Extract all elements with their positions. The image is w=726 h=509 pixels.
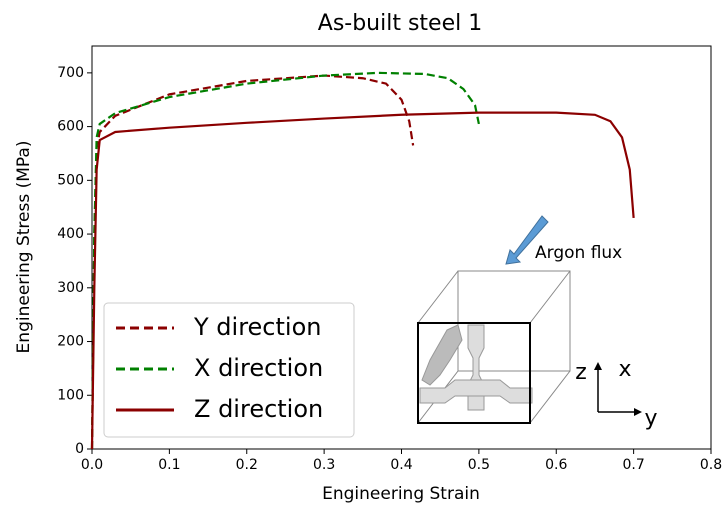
arrow-head	[634, 408, 642, 416]
inset-diagram	[417, 215, 642, 424]
series-line	[90, 111, 635, 450]
cube-back	[457, 270, 571, 372]
cube-edge	[529, 370, 571, 424]
x-axis-label: Engineering Strain	[322, 484, 480, 504]
annotation: Argon flux	[535, 243, 622, 263]
x-tick-label: 0.3	[313, 457, 335, 473]
cube-front	[417, 322, 531, 424]
cube-edge	[417, 270, 459, 324]
x-tick-label: 0.2	[236, 457, 258, 473]
legend-label: X direction	[194, 354, 323, 382]
y-tick-label: 200	[57, 334, 84, 350]
x-tick-label: 0.4	[390, 457, 412, 473]
y-tick-label: 700	[57, 65, 84, 81]
x-tick-label: 0.7	[622, 457, 644, 473]
y-tick-label: 0	[75, 441, 84, 457]
annotation: y	[644, 406, 657, 431]
x-tick-label: 0.1	[158, 457, 180, 473]
y-tick-label: 500	[57, 172, 84, 188]
x-tick-label: 0.6	[545, 457, 567, 473]
x-tick-label: 0.5	[468, 457, 490, 473]
y-axis-label: Engineering Stress (MPa)	[14, 141, 34, 354]
cube-edge	[529, 270, 571, 324]
flux-arrow	[505, 215, 549, 265]
legend-box	[103, 302, 355, 438]
annotation: x	[618, 357, 631, 382]
specimen	[419, 379, 533, 404]
y-tick-label: 600	[57, 119, 84, 135]
x-tick-label: 0.0	[81, 457, 103, 473]
arrow-head	[594, 362, 602, 370]
series-line	[90, 71, 480, 450]
legend-label: Z direction	[194, 395, 323, 423]
specimen	[467, 324, 485, 411]
chart-title: As-built steel 1	[318, 11, 482, 36]
annotation: z	[575, 360, 587, 385]
x-tick-label: 0.8	[700, 457, 722, 473]
specimen	[421, 324, 463, 386]
y-tick-label: 300	[57, 280, 84, 296]
y-tick-label: 400	[57, 226, 84, 242]
legend-label: Y direction	[193, 313, 321, 341]
y-tick-label: 100	[57, 387, 84, 403]
